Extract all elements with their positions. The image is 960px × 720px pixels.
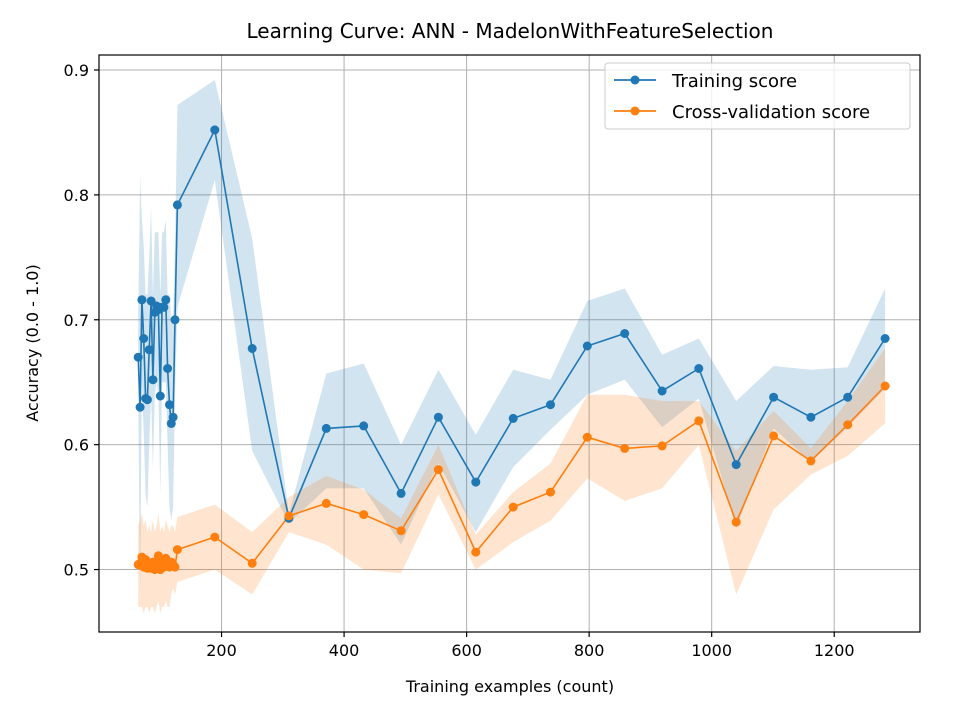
x-axis-label: Training examples (count) <box>405 677 614 696</box>
training-score-band <box>138 80 886 595</box>
cv-score-point <box>843 420 853 430</box>
training-score-point <box>843 392 853 402</box>
y-axis-ticks: 0.5 0.6 0.7 0.8 0.9 <box>64 61 99 580</box>
cv-score-point <box>210 532 220 542</box>
training-score-point <box>170 315 180 325</box>
cv-score-band <box>138 348 886 614</box>
training-score-point <box>165 400 174 410</box>
legend-marker-cv <box>630 106 640 116</box>
legend-marker-training <box>630 75 640 85</box>
training-score-point <box>247 344 257 353</box>
training-score-point <box>694 364 704 373</box>
training-score-point <box>471 477 481 487</box>
y-tick-label: 0.8 <box>64 186 89 205</box>
training-score-point <box>155 391 165 401</box>
x-tick-label: 400 <box>329 641 360 660</box>
confidence-bands <box>138 80 886 614</box>
training-score-point <box>433 412 443 422</box>
cv-score-point <box>471 547 481 557</box>
x-tick-label: 800 <box>574 641 605 660</box>
training-score-point <box>880 334 890 343</box>
cv-score-point <box>546 487 555 497</box>
cv-score-point <box>508 502 518 512</box>
training-score-point <box>582 341 592 351</box>
cv-score-point <box>284 511 294 521</box>
cv-score-point <box>582 432 592 442</box>
legend-label-training: Training score <box>671 71 797 92</box>
cv-score-point <box>170 562 180 572</box>
legend-label-cv: Cross-validation score <box>672 102 870 123</box>
training-score-point <box>159 302 169 312</box>
chart-title: Learning Curve: ANN - MadelonWithFeature… <box>247 19 774 43</box>
cv-score-point <box>694 416 704 426</box>
training-score-point <box>321 423 331 433</box>
cv-score-point <box>172 545 182 555</box>
training-score-point <box>135 402 145 412</box>
cv-score-point <box>657 441 667 451</box>
training-score-point <box>769 392 779 402</box>
training-score-point <box>508 413 518 423</box>
training-score-point <box>731 460 741 470</box>
training-score-point <box>172 200 182 210</box>
x-axis-ticks: 200 400 600 800 1000 1200 <box>206 632 855 660</box>
y-tick-label: 0.5 <box>64 561 89 580</box>
series-points <box>133 125 890 575</box>
training-score-point <box>210 125 220 135</box>
training-score-point <box>139 334 149 343</box>
training-score-point <box>657 386 667 396</box>
legend: Training score Cross-validation score <box>604 62 911 130</box>
y-tick-label: 0.6 <box>64 436 89 455</box>
training-score-point <box>163 364 173 373</box>
cv-score-point <box>620 443 630 453</box>
cv-score-point <box>321 498 331 508</box>
training-score-point <box>806 412 816 422</box>
cv-score-point <box>880 381 890 391</box>
x-tick-label: 1000 <box>691 641 732 660</box>
cv-score-point <box>806 456 816 466</box>
x-tick-label: 1200 <box>814 641 855 660</box>
cv-score-point <box>359 510 369 520</box>
training-score-point <box>359 421 369 431</box>
y-tick-label: 0.9 <box>64 61 89 80</box>
training-score-point <box>148 375 158 385</box>
training-score-point <box>620 329 630 338</box>
x-tick-label: 600 <box>451 641 482 660</box>
cv-score-point <box>433 465 443 475</box>
cv-score-point <box>396 526 406 536</box>
plot-frame <box>98 54 921 633</box>
x-tick-label: 200 <box>206 641 237 660</box>
training-score-point <box>142 395 152 405</box>
grid-lines <box>99 55 920 632</box>
training-score-point <box>144 345 154 355</box>
cv-score-point <box>731 517 741 527</box>
training-score-point <box>168 412 178 422</box>
training-score-point <box>161 295 171 305</box>
training-score-point <box>546 400 555 410</box>
y-tick-label: 0.7 <box>64 311 89 330</box>
cv-score-point <box>769 431 779 441</box>
training-score-point <box>396 488 406 498</box>
cv-score-point <box>247 558 257 568</box>
y-axis-label: Accuracy (0.0 - 1.0) <box>23 264 42 421</box>
legend-box <box>604 62 911 130</box>
training-score-point <box>133 352 143 362</box>
training-score-point <box>137 295 147 305</box>
